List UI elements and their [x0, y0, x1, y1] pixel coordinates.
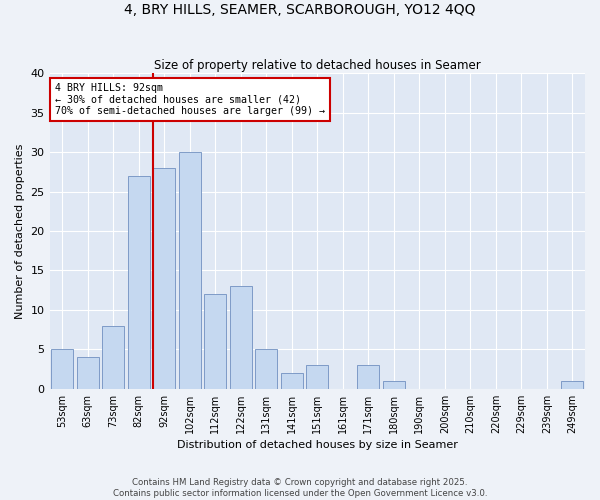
- Bar: [52, 350, 73, 389]
- Bar: [358, 365, 379, 389]
- Bar: [128, 176, 149, 389]
- Bar: [307, 365, 328, 389]
- Text: 4, BRY HILLS, SEAMER, SCARBOROUGH, YO12 4QQ: 4, BRY HILLS, SEAMER, SCARBOROUGH, YO12 …: [124, 2, 476, 16]
- Bar: [383, 381, 404, 389]
- Bar: [154, 168, 175, 389]
- Bar: [77, 358, 98, 389]
- Bar: [281, 373, 302, 389]
- Bar: [103, 326, 124, 389]
- Bar: [179, 152, 200, 389]
- Text: 4 BRY HILLS: 92sqm
← 30% of detached houses are smaller (42)
70% of semi-detache: 4 BRY HILLS: 92sqm ← 30% of detached hou…: [55, 82, 325, 116]
- Title: Size of property relative to detached houses in Seamer: Size of property relative to detached ho…: [154, 59, 481, 72]
- X-axis label: Distribution of detached houses by size in Seamer: Distribution of detached houses by size …: [177, 440, 458, 450]
- Text: Contains HM Land Registry data © Crown copyright and database right 2025.
Contai: Contains HM Land Registry data © Crown c…: [113, 478, 487, 498]
- Y-axis label: Number of detached properties: Number of detached properties: [15, 144, 25, 318]
- Bar: [562, 381, 583, 389]
- Bar: [230, 286, 251, 389]
- Bar: [256, 350, 277, 389]
- Bar: [205, 294, 226, 389]
